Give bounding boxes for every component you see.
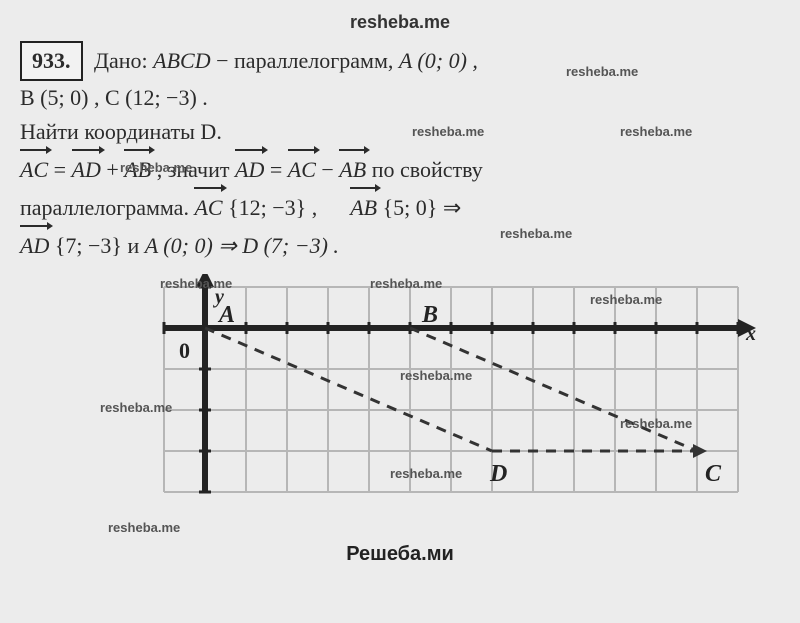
given-label: Дано:: [94, 48, 153, 73]
line-4: AC = AD + AB , значит AD = AC − AB по св…: [20, 149, 780, 187]
result-d: A (0; 0) ⇒ D (7; −3) .: [145, 233, 339, 258]
coordinate-graph: ABDC0yx: [20, 274, 780, 539]
line-1: 933. Дано: ABCD − параллелограмм, A (0; …: [20, 41, 780, 81]
vec-ab-1: AB: [124, 149, 151, 187]
eq-sign: =: [54, 157, 72, 182]
point-a: A (0; 0) ,: [399, 48, 478, 73]
svg-text:D: D: [489, 461, 507, 487]
coords-ab: {5; 0} ⇒: [383, 195, 462, 220]
vec-ad-1: AD: [72, 149, 101, 187]
znachit-text: , значит: [157, 157, 235, 182]
page-root: resheba.me 933. Дано: ABCD − параллелогр…: [0, 0, 800, 566]
vec-ad-3: AD: [20, 225, 49, 263]
vec-ac-3: AC: [194, 187, 222, 225]
posv-text: по свойству: [372, 157, 483, 182]
given-text: − параллелограмм,: [211, 48, 399, 73]
svg-text:0: 0: [179, 338, 190, 363]
line-2: B (5; 0) , C (12; −3) .: [20, 81, 780, 115]
line-6: AD {7; −3} и A (0; 0) ⇒ D (7; −3) .: [20, 225, 780, 263]
plus-sign: +: [106, 157, 124, 182]
vec-ac-1: AC: [20, 149, 48, 187]
svg-text:y: y: [213, 286, 224, 308]
parallelogram-text: параллелограмма.: [20, 195, 194, 220]
vec-ad-2: AD: [235, 149, 264, 187]
line-3: Найти координаты D.: [20, 115, 780, 149]
coords-ad: {7; −3} и: [55, 233, 145, 258]
vec-ab-3: AB: [350, 187, 377, 225]
eq-sign-2: =: [270, 157, 288, 182]
svg-text:B: B: [421, 302, 438, 328]
find-label: Найти координаты D.: [20, 119, 222, 144]
line-5: параллелограмма. AC {12; −3} , AB {5; 0}…: [20, 187, 780, 225]
vec-ac-2: AC: [288, 149, 316, 187]
abcd: ABCD: [153, 48, 210, 73]
bottom-caption: Решеба.ми: [20, 543, 780, 566]
problem-number-box: 933.: [20, 41, 83, 81]
vec-ab-2: AB: [339, 149, 366, 187]
coords-ac: {12; −3} ,: [228, 195, 317, 220]
svg-text:C: C: [705, 461, 722, 487]
top-watermark: resheba.me: [20, 12, 780, 33]
graph-svg: ABDC0yx: [20, 274, 780, 539]
svg-text:x: x: [745, 323, 756, 345]
minus-sign: −: [321, 157, 339, 182]
